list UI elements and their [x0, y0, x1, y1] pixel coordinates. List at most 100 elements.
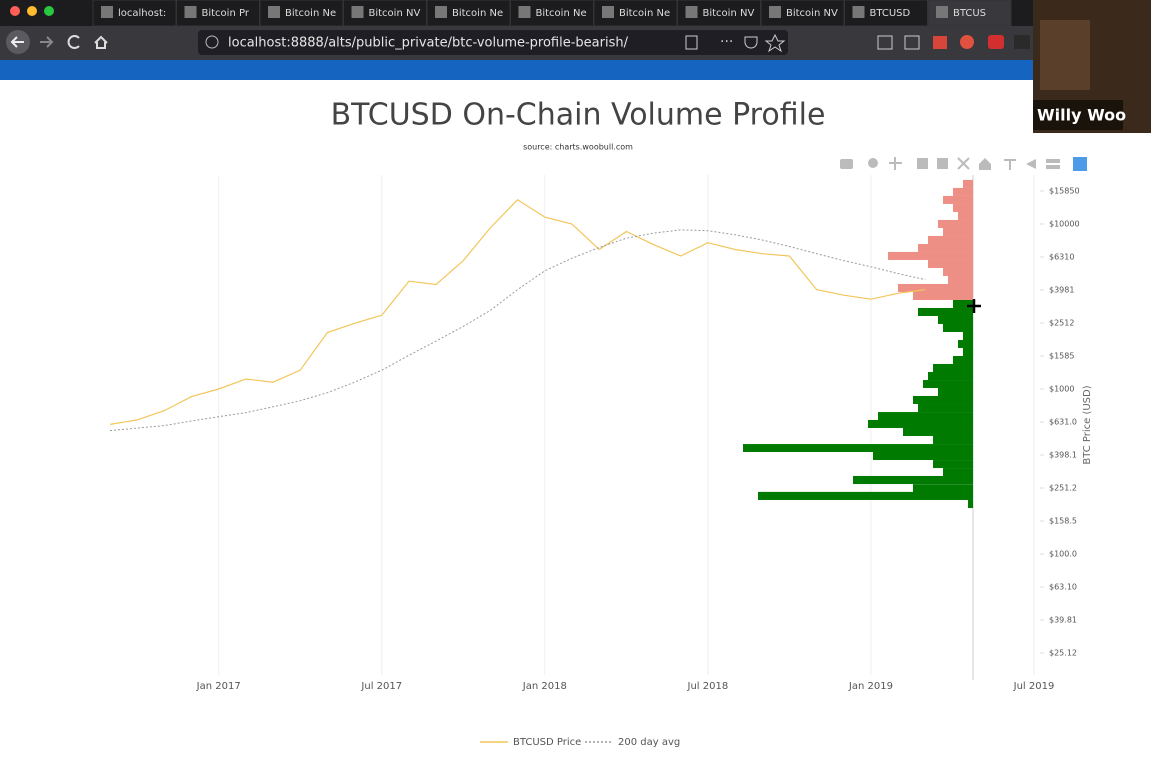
- series-line: [109, 199, 926, 425]
- volume-bar: [953, 187, 973, 196]
- tab-icon: [518, 6, 531, 18]
- tab-title: Bitcoin Ne: [285, 8, 336, 19]
- spike-button[interactable]: [1004, 159, 1016, 170]
- reload-button[interactable]: [67, 35, 80, 49]
- y-tick-label: $63.10: [1049, 583, 1077, 592]
- x-tick-label: Jan 2019: [848, 681, 893, 692]
- y-tick-label: $25.12: [1049, 649, 1077, 658]
- volume-bar: [933, 435, 973, 445]
- tab-icon: [769, 6, 781, 18]
- volume-bar: [933, 460, 973, 469]
- volume-bar: [968, 499, 973, 509]
- volume-bar: [923, 380, 973, 389]
- y-axis-title: BTC Price (USD): [1082, 385, 1093, 464]
- volume-bar: [878, 412, 973, 420]
- volume-bar: [948, 275, 973, 284]
- reset-button[interactable]: [979, 158, 991, 170]
- close-button[interactable]: [10, 6, 20, 16]
- zoom-out-button[interactable]: [937, 158, 948, 169]
- tab-icon: [602, 6, 614, 18]
- volume-bar: [928, 371, 973, 381]
- y-tick-label: $39.81: [1049, 616, 1077, 625]
- url-field[interactable]: [198, 30, 788, 55]
- tab[interactable]: [176, 0, 260, 27]
- y-tick-label: $100.0: [1049, 550, 1077, 559]
- tab-title: Bitcoin NV: [369, 8, 421, 19]
- extension-icon[interactable]: [1014, 35, 1030, 49]
- tab-title: BTCUSD: [870, 8, 911, 19]
- pan-tool[interactable]: [889, 157, 902, 170]
- chart-subtitle: source: charts.woobull.com: [523, 143, 633, 152]
- extension-icon[interactable]: [960, 35, 974, 49]
- chart-title: BTCUSD On-Chain Volume Profile: [331, 98, 826, 133]
- volume-bar: [758, 491, 973, 500]
- volume-bar: [918, 307, 973, 316]
- forward-button[interactable]: [40, 36, 54, 48]
- reader-icon[interactable]: [685, 35, 698, 50]
- legend-label: BTCUSD Price: [513, 737, 581, 748]
- sidebar-icon[interactable]: [904, 35, 920, 50]
- back-icon: [10, 36, 24, 48]
- volume-bar: [943, 267, 973, 276]
- menu-dots[interactable]: ···: [720, 34, 733, 50]
- volume-bar: [943, 324, 973, 333]
- y-tick-label: $1000: [1049, 385, 1074, 394]
- webcam-name: Willy Woo: [1037, 106, 1126, 125]
- extension-icon[interactable]: [933, 36, 947, 49]
- volume-bar: [928, 235, 973, 244]
- autoscale-button[interactable]: [957, 157, 970, 170]
- y-tick-label: $398.1: [1049, 451, 1077, 460]
- webcam-name-plate: [1033, 100, 1123, 130]
- bookmark-icon[interactable]: [764, 33, 786, 53]
- info-icon[interactable]: [205, 35, 219, 49]
- volume-bar: [888, 251, 973, 260]
- volume-bar: [918, 243, 973, 252]
- hover-compare-button[interactable]: [1046, 159, 1060, 163]
- pocket-icon[interactable]: [744, 36, 758, 49]
- volume-bar: [913, 395, 973, 405]
- volume-bar: [868, 419, 973, 428]
- volume-bar: [963, 332, 973, 340]
- x-tick-label: Jul 2018: [687, 681, 729, 692]
- minimize-button[interactable]: [27, 6, 37, 16]
- tab-title: Bitcoin NV: [786, 8, 838, 19]
- adblock-icon[interactable]: [988, 35, 1004, 49]
- y-tick-label: $631.0: [1049, 418, 1077, 427]
- y-tick-label: $15850: [1049, 186, 1080, 195]
- tabs: localhost: Bitcoin Pr Bitcoin Ne Bitcoin NV…: [92, 0, 1012, 27]
- tab-icon: [184, 6, 197, 18]
- hover-compare-button[interactable]: [1046, 165, 1060, 169]
- zoom-button[interactable]: [44, 6, 54, 16]
- camera-button[interactable]: [840, 159, 853, 169]
- volume-bar: [873, 451, 973, 461]
- x-tick-label: Jul 2017: [360, 681, 402, 692]
- tab-title: Bitcoin NV: [703, 8, 755, 19]
- tab-icon: [852, 6, 865, 18]
- plotly-logo[interactable]: [1073, 157, 1087, 171]
- tab-icon: [435, 6, 447, 18]
- series-line: [109, 229, 926, 432]
- volume-bar: [943, 195, 973, 204]
- volume-bar: [743, 444, 973, 452]
- home-button[interactable]: [94, 35, 108, 49]
- zoom-in-button[interactable]: [917, 158, 928, 169]
- volume-bar: [898, 283, 973, 292]
- tab-icon: [936, 6, 948, 18]
- volume-bar: [958, 339, 973, 348]
- volume-bar: [938, 219, 973, 228]
- library-icon[interactable]: [877, 35, 893, 50]
- volume-bar: [953, 300, 973, 308]
- hover-closest-button[interactable]: [1026, 159, 1036, 169]
- tab-title: localhost:: [118, 8, 166, 19]
- webcam-background: [1040, 20, 1090, 90]
- volume-bar: [903, 427, 973, 436]
- legend-label: 200 day avg: [618, 737, 680, 748]
- y-tick-label: $3981: [1049, 285, 1074, 294]
- volume-bar: [918, 404, 973, 413]
- tab-title: Bitcoin Ne: [452, 8, 503, 19]
- volume-bar: [953, 203, 973, 212]
- volume-bar: [963, 179, 973, 188]
- zoom-tool[interactable]: [868, 158, 878, 168]
